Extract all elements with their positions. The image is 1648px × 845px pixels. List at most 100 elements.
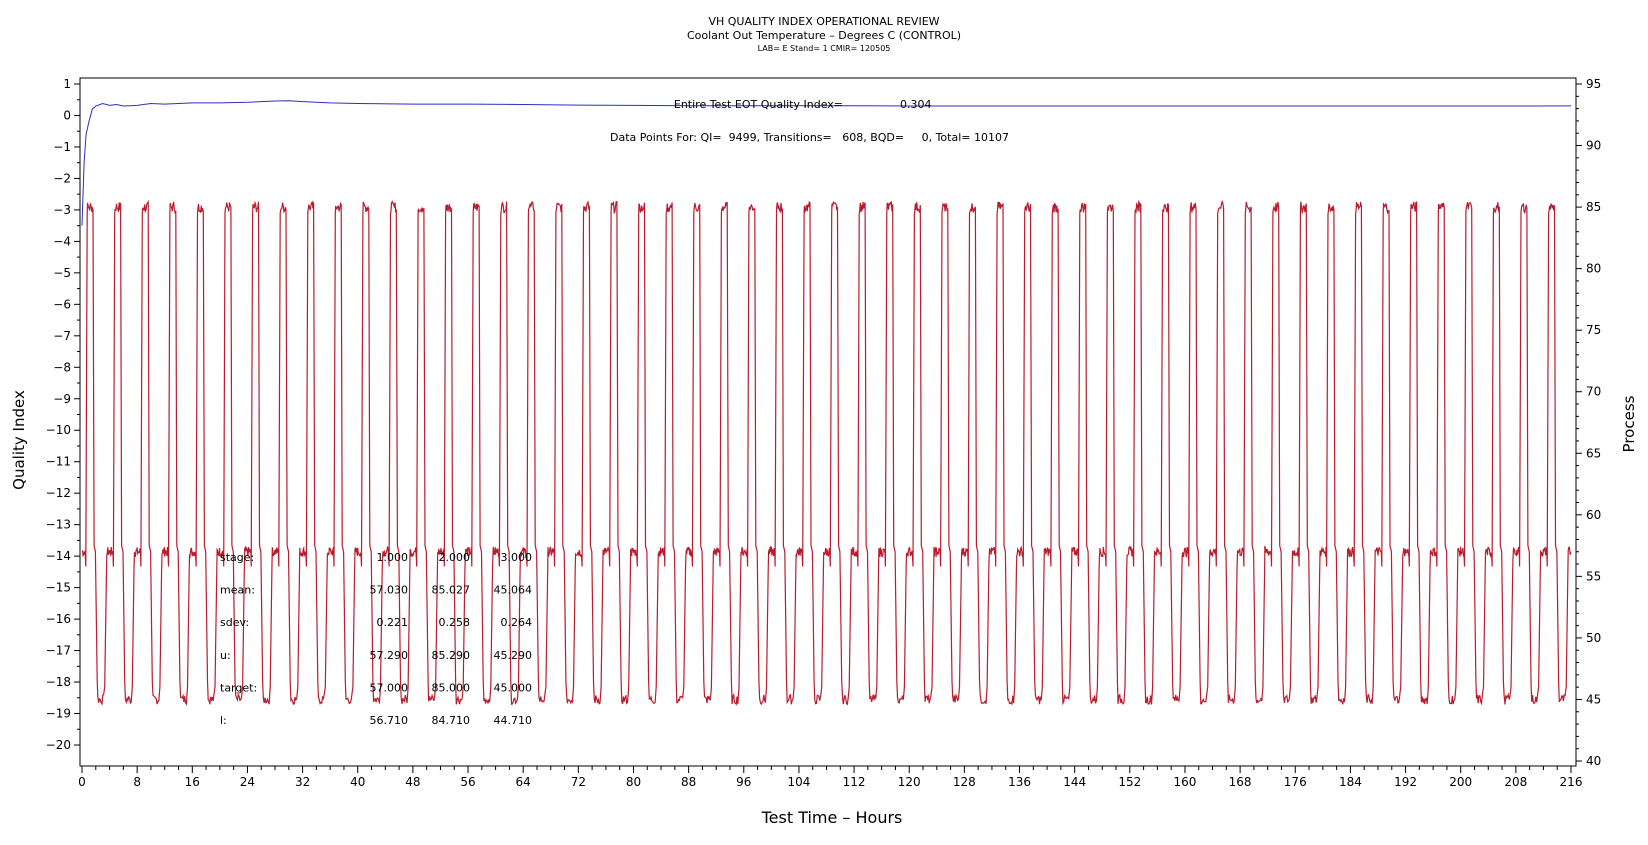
qi-annotation-value: 0.304	[900, 98, 932, 111]
stats-cell: 44.710	[494, 714, 533, 727]
stats-row-label: u:	[220, 649, 231, 662]
x-tick-label: 120	[898, 775, 921, 789]
x-tick-label: 56	[460, 775, 475, 789]
x-tick-label: 96	[736, 775, 751, 789]
y-right-tick-label: 85	[1586, 200, 1601, 214]
x-tick-label: 112	[843, 775, 866, 789]
y-left-tick-label: −7	[53, 329, 71, 343]
y-right-tick-label: 95	[1586, 77, 1601, 91]
stats-row-label: mean:	[220, 584, 255, 597]
y-left-tick-label: −12	[46, 486, 71, 500]
y-left-tick-label: −17	[46, 644, 71, 658]
y-left-tick-label: −8	[53, 360, 71, 374]
stats-row-label: target:	[220, 681, 257, 694]
y-left-tick-label: −18	[46, 675, 71, 689]
x-tick-label: 0	[78, 775, 86, 789]
x-tick-label: 168	[1229, 775, 1252, 789]
stats-cell: 45.000	[494, 681, 533, 694]
y-right-tick-label: 65	[1586, 446, 1601, 460]
x-tick-label: 40	[350, 775, 365, 789]
x-tick-label: 64	[516, 775, 531, 789]
stats-cell: 0.221	[377, 616, 409, 629]
y-right-tick-label: 80	[1586, 262, 1601, 276]
chart-subtitle: Coolant Out Temperature – Degrees C (CON…	[687, 29, 961, 42]
stats-cell: 85.027	[432, 584, 471, 597]
stats-row-label: l:	[220, 714, 227, 727]
y-right-tick-label: 70	[1586, 385, 1601, 399]
stats-cell: 57.000	[370, 681, 409, 694]
x-tick-label: 208	[1504, 775, 1527, 789]
y-axis-left-label: Quality Index	[10, 390, 28, 490]
x-tick-label: 192	[1394, 775, 1417, 789]
qi-annotation-label: Entire Test EOT Quality Index=	[674, 98, 843, 111]
x-tick-label: 24	[240, 775, 255, 789]
x-tick-label: 216	[1560, 775, 1583, 789]
stats-cell: 56.710	[370, 714, 409, 727]
x-axis: 0 8 16 24 32 40 48 56 64 72 80 88 96 104 112 120 128 136 1…	[78, 766, 1582, 789]
y-left-tick-label: −9	[53, 392, 71, 406]
x-tick-label: 8	[133, 775, 141, 789]
stats-cell: 0.258	[439, 616, 471, 629]
y-left-tick-label: −4	[53, 234, 71, 248]
x-tick-label: 32	[295, 775, 310, 789]
x-tick-label: 80	[626, 775, 641, 789]
x-tick-label: 16	[185, 775, 200, 789]
y-left-tick-label: −19	[46, 707, 71, 721]
stats-cell: 2.000	[439, 551, 471, 564]
x-tick-label: 136	[1008, 775, 1031, 789]
x-tick-label: 160	[1174, 775, 1197, 789]
x-tick-label: 48	[405, 775, 420, 789]
stats-cell: 3.000	[501, 551, 533, 564]
stats-cell: 57.290	[370, 649, 409, 662]
stats-cell: 0.264	[501, 616, 533, 629]
x-tick-label: 144	[1063, 775, 1086, 789]
x-axis-label: Test Time – Hours	[761, 808, 903, 827]
y-left-tick-label: −13	[46, 518, 71, 532]
x-tick-label: 72	[571, 775, 586, 789]
series-layer	[81, 100, 1572, 706]
stats-cell: 84.710	[432, 714, 471, 727]
y-right-tick-label: 60	[1586, 508, 1601, 522]
y-left-tick-label: −5	[53, 266, 71, 280]
stats-table: stage: 1.000 2.000 3.000 mean: 57.030 85.027 45…	[220, 551, 532, 727]
stats-cell: 85.000	[432, 681, 471, 694]
y-right-tick-label: 90	[1586, 139, 1601, 153]
chart-title: VH QUALITY INDEX OPERATIONAL REVIEW	[708, 15, 939, 28]
y-left-tick-label: 1	[63, 77, 71, 91]
plot-frame	[79, 77, 1577, 767]
y-left-tick-label: −1	[53, 140, 71, 154]
stats-row-label: sdev:	[220, 616, 249, 629]
y-left-tick-label: −15	[46, 581, 71, 595]
y-left-tick-label: −10	[46, 423, 71, 437]
stats-cell: 1.000	[377, 551, 409, 564]
y-axis-right-label: Process	[1620, 395, 1638, 452]
y-left-tick-label: −3	[53, 203, 71, 217]
x-tick-label: 104	[787, 775, 810, 789]
y-right-tick-label: 40	[1586, 754, 1601, 768]
y-right-tick-label: 50	[1586, 631, 1601, 645]
stats-cell: 57.030	[370, 584, 409, 597]
process-line	[81, 199, 1572, 706]
y-right-tick-label: 55	[1586, 569, 1601, 583]
stats-cell: 45.290	[494, 649, 533, 662]
y-axis-left: 1 0 −1 −2 −3 −4 −5 −6 −7 −8 −9 −10 −11 −12 −13 −14 −15 −1…	[46, 77, 80, 752]
x-tick-label: 152	[1118, 775, 1141, 789]
x-tick-label: 200	[1449, 775, 1472, 789]
x-tick-label: 128	[953, 775, 976, 789]
quality-index-line	[81, 100, 1572, 226]
y-left-tick-label: −6	[53, 297, 71, 311]
stats-cell: 85.290	[432, 649, 471, 662]
y-left-tick-label: −11	[46, 455, 71, 469]
stats-row-label: stage:	[220, 551, 254, 564]
data-points-annotation: Data Points For: QI= 9499, Transitions= …	[610, 131, 1009, 144]
y-left-tick-label: −20	[46, 738, 71, 752]
x-tick-label: 88	[681, 775, 696, 789]
y-left-tick-label: 0	[63, 108, 71, 122]
stats-cell: 45.064	[494, 584, 533, 597]
y-left-tick-label: −16	[46, 612, 71, 626]
y-axis-right: 95 90 85 80 75 70 65 60 55 50 45 40	[1576, 77, 1601, 768]
y-right-tick-label: 45	[1586, 692, 1601, 706]
y-left-tick-label: −14	[46, 549, 71, 563]
chart-subtitle-2: LAB= E Stand= 1 CMIR= 120505	[758, 44, 891, 53]
